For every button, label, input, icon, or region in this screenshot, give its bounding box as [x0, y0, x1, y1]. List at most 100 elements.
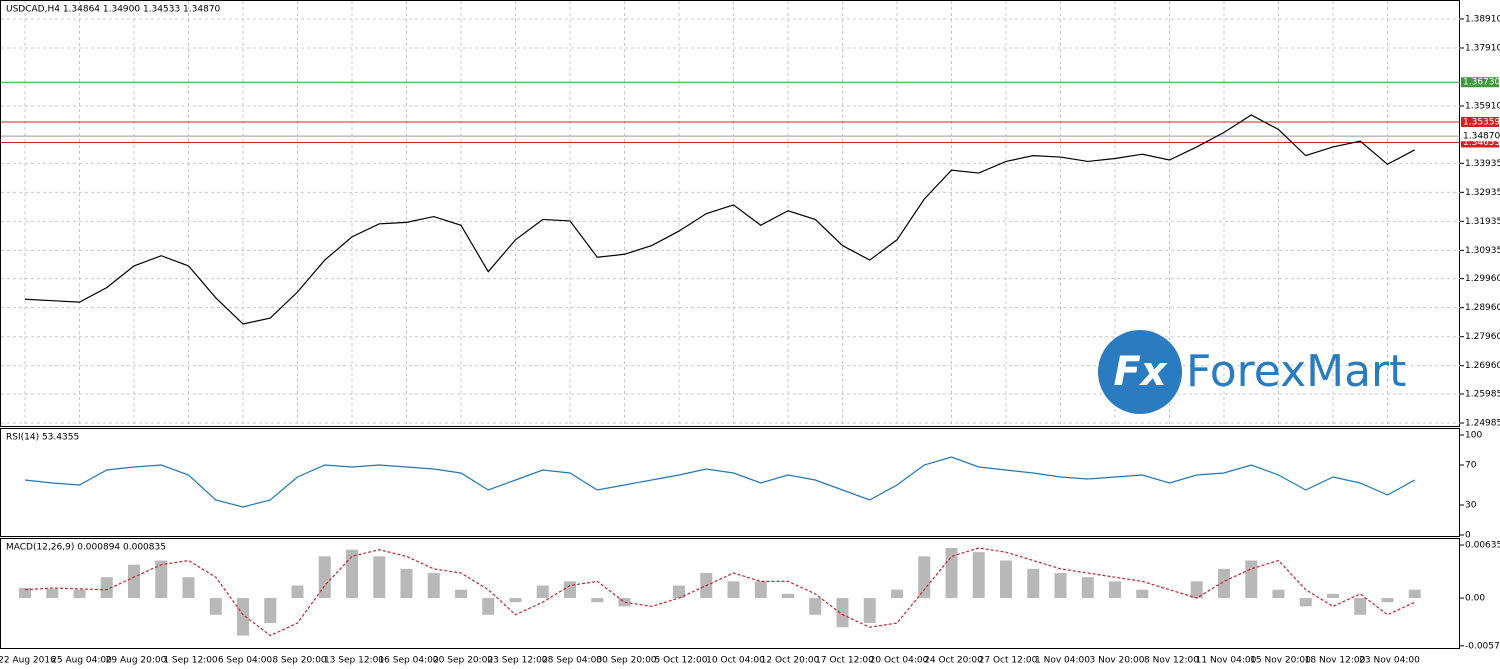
histogram-bar — [1054, 573, 1067, 599]
histogram-bar — [891, 589, 903, 599]
series-line — [24, 547, 1416, 637]
panel-title: MACD(12,26,9) 0.000894 0.000835 — [6, 543, 166, 553]
histogram-bar — [455, 589, 467, 599]
histogram-bar — [1299, 598, 1312, 607]
y-tick-label: 1.35910 — [1465, 102, 1500, 112]
histogram-bar — [1272, 589, 1285, 599]
x-tick-label: 27 Oct 12:00 — [979, 656, 1038, 666]
histogram-bar — [155, 560, 168, 599]
x-tick-label: 23 Sep 12:00 — [487, 656, 547, 666]
macd-panel — [0, 538, 1460, 649]
series-line — [24, 456, 1416, 508]
histogram-bar — [673, 585, 685, 599]
x-tick-label: 20 Sep 20:00 — [433, 656, 493, 666]
histogram-bar — [863, 598, 876, 624]
panel-title: RSI(14) 53.4355 — [6, 433, 79, 443]
y-tick-label: 0.00 — [1465, 594, 1485, 604]
panel-title: USDCAD,H4 1.34864 1.34900 1.34533 1.3487… — [6, 5, 221, 15]
x-tick-label: 8 Sep 20:00 — [272, 656, 327, 666]
y-tick-label: 1.25985 — [1465, 389, 1500, 399]
histogram-bar — [346, 549, 358, 599]
x-tick-label: 5 Oct 12:00 — [655, 656, 708, 666]
histogram-bar — [100, 577, 113, 599]
y-tick-label: 1.38910 — [1465, 14, 1500, 24]
x-tick-label: 12 Oct 20:00 — [761, 656, 820, 666]
histogram-bar — [291, 585, 304, 599]
x-tick-label: 30 Sep 20:00 — [596, 656, 656, 666]
histogram-bar — [1381, 598, 1394, 603]
y-tick-label: 1.31935 — [1465, 217, 1500, 227]
histogram-bar — [1027, 568, 1040, 599]
y-tick-label: 30 — [1465, 501, 1477, 511]
y-tick-label: 0 — [1465, 531, 1471, 541]
y-tick-label: 1.32935 — [1465, 188, 1500, 198]
x-tick-label: 16 Sep 04:00 — [378, 656, 438, 666]
y-tick-label: 0.006353 — [1465, 541, 1500, 551]
rsi-panel — [0, 428, 1460, 537]
histogram-bar — [809, 598, 822, 615]
x-tick-label: 8 Nov 12:00 — [1144, 656, 1199, 666]
histogram-bar — [1327, 593, 1339, 599]
histogram-bar — [564, 581, 576, 599]
x-tick-label: 15 Nov 20:00 — [1250, 656, 1311, 666]
histogram-bar — [972, 552, 985, 599]
last-price-label: 1.34870 — [1463, 132, 1500, 142]
histogram-bar — [427, 573, 440, 599]
histogram-bar — [209, 598, 222, 615]
last-price-tag — [1461, 131, 1499, 142]
y-tick-label: 1.26960 — [1465, 361, 1500, 371]
level-label: 1.34653 — [1463, 138, 1500, 148]
x-tick-label: 13 Sep 12:00 — [324, 656, 384, 666]
level-label: 1.35359 — [1463, 117, 1500, 127]
histogram-bar — [318, 556, 331, 599]
y-tick-label: 70 — [1465, 461, 1477, 471]
histogram-bar — [536, 585, 549, 599]
histogram-bar — [1245, 560, 1258, 599]
histogram-bar — [1354, 598, 1367, 615]
y-tick-label: -0.005726 — [1465, 641, 1500, 651]
histogram-bar — [918, 556, 931, 599]
histogram-bar — [1218, 568, 1230, 599]
price-panel — [0, 0, 1460, 427]
level-tag — [1461, 116, 1499, 127]
histogram-bar — [836, 598, 849, 628]
x-tick-label: 22 Aug 2016 — [0, 656, 56, 666]
y-tick-label: 1.28960 — [1465, 303, 1500, 313]
histogram-bar — [373, 556, 386, 599]
histogram-bar — [46, 588, 59, 599]
histogram-bar — [182, 577, 195, 599]
x-tick-label: 24 Oct 20:00 — [924, 656, 983, 666]
y-tick-label: 1.27960 — [1465, 332, 1500, 342]
histogram-bar — [1109, 581, 1121, 599]
x-tick-label: 3 Nov 20:00 — [1090, 656, 1145, 666]
x-tick-label: 23 Nov 04:00 — [1359, 656, 1420, 666]
histogram-bar — [754, 581, 767, 599]
level-tag — [1461, 77, 1499, 88]
y-tick-label: 1.24985 — [1465, 419, 1500, 429]
histogram-bar — [73, 589, 86, 599]
histogram-bar — [128, 564, 140, 599]
series-line — [24, 114, 1416, 325]
histogram-bar — [1081, 577, 1094, 599]
histogram-bar — [727, 581, 740, 599]
histogram-bar — [1190, 581, 1203, 599]
histogram-bar — [482, 598, 495, 615]
level-label: 1.36730 — [1463, 78, 1500, 88]
histogram-bar — [1000, 560, 1012, 599]
logo-icon: Fx — [1113, 349, 1167, 395]
x-tick-label: 10 Oct 04:00 — [706, 656, 765, 666]
logo: Fx ForexMart — [1098, 330, 1406, 414]
x-tick-label: 17 Oct 12:00 — [815, 656, 874, 666]
histogram-bar — [618, 598, 631, 607]
histogram-bar — [1136, 589, 1149, 599]
histogram-bar — [782, 593, 794, 599]
logo-text: ForexMart — [1186, 346, 1406, 397]
y-tick-label: 1.30935 — [1465, 246, 1500, 256]
y-tick-label: 100 — [1465, 431, 1482, 441]
x-tick-label: 28 Sep 04:00 — [542, 656, 602, 666]
histogram-bar — [945, 548, 958, 599]
x-tick-label: 1 Nov 04:00 — [1035, 656, 1090, 666]
y-tick-label: 1.37910 — [1465, 43, 1500, 53]
x-tick-label: 25 Aug 04:00 — [51, 656, 112, 666]
logo-circle — [1098, 330, 1182, 414]
